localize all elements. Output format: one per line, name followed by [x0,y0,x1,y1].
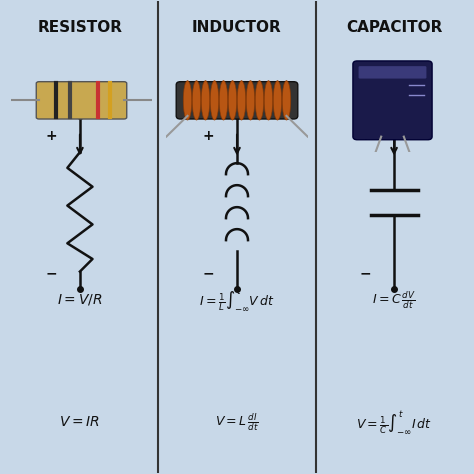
Text: CAPACITOR: CAPACITOR [346,20,442,35]
Text: +: + [203,129,215,144]
Text: INDUCTOR: INDUCTOR [192,20,282,35]
Text: −: − [46,266,57,280]
Text: +: + [46,129,57,144]
Text: $I = C\,\frac{dV}{dt}$: $I = C\,\frac{dV}{dt}$ [372,289,416,311]
Text: $V = L\,\frac{dI}{dt}$: $V = L\,\frac{dI}{dt}$ [215,411,259,433]
Text: RESISTOR: RESISTOR [37,20,122,35]
Text: $V = IR$: $V = IR$ [59,415,100,429]
Text: −: − [360,266,372,280]
Text: $I = \frac{1}{L}\int_{-\infty}^{t} V\,dt$: $I = \frac{1}{L}\int_{-\infty}^{t} V\,dt… [199,286,275,313]
Text: −: − [203,266,215,280]
Text: $V = \frac{1}{C}\int_{-\infty}^{t} I\,dt$: $V = \frac{1}{C}\int_{-\infty}^{t} I\,dt… [356,409,432,436]
Text: $I = V/R$: $I = V/R$ [57,292,102,307]
Text: +: + [360,129,372,144]
